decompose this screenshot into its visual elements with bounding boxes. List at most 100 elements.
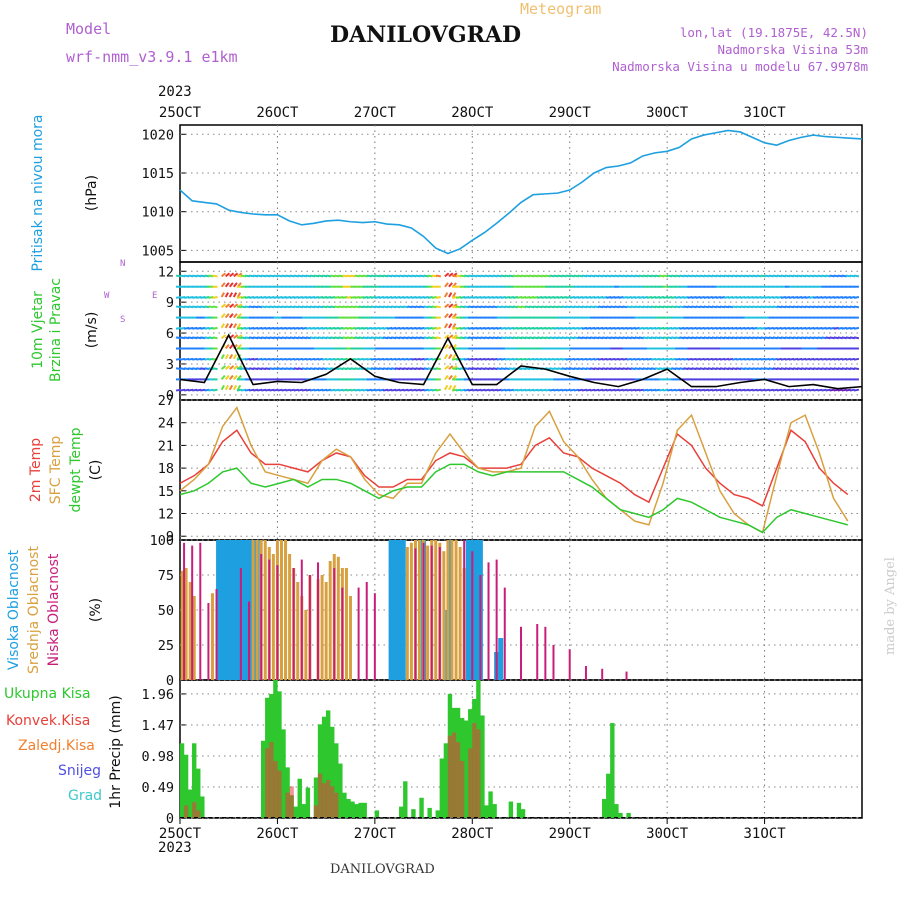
wind-speed-line	[179, 333, 863, 390]
precip-bar-0	[187, 789, 193, 818]
wind-arrow	[853, 296, 860, 299]
cloud-bar-2	[341, 587, 344, 680]
precip-bar-0	[399, 806, 404, 818]
precip-bar-0	[313, 777, 319, 818]
cloud-bar-1	[304, 610, 308, 680]
wind-arrow	[444, 303, 450, 309]
temp-line-1	[179, 406, 849, 534]
cloud-bar-0	[498, 638, 504, 680]
wind-axis-label-1: 10m Vjetar	[30, 291, 46, 369]
lonlat-label: lon,lat (19.1875E, 42.5N)	[679, 25, 868, 40]
year-bottom: 2023	[158, 840, 192, 856]
wind-arrow	[444, 374, 449, 381]
cloud-bar-2	[430, 545, 433, 680]
cloud-bar-2	[248, 601, 251, 680]
cloud-bar-2	[414, 548, 417, 680]
mid-cloud-label: Srednja Oblacnost	[26, 546, 42, 674]
precip-bar-0	[439, 758, 445, 818]
precip-bar-0	[508, 801, 514, 818]
y-tick-label: 6	[166, 326, 174, 342]
precip-bar-0	[297, 778, 302, 818]
precip-bar-0	[317, 724, 323, 818]
x-tick-label-bottom: 25OCT	[159, 826, 202, 842]
cloud-bar-1	[409, 542, 413, 680]
precip-bar-0	[443, 743, 449, 818]
cloud-bar-1	[288, 554, 292, 680]
cloud-bar-0	[234, 540, 240, 680]
cloud-bar-2	[479, 575, 482, 680]
wind-arrow	[232, 384, 238, 391]
precip-bar-0	[273, 680, 278, 818]
y-tick-label: 3	[166, 357, 174, 373]
wind-arrow	[212, 388, 218, 392]
year-top: 2023	[158, 84, 192, 100]
wind-arrow	[229, 303, 235, 309]
precip-axis-label: 1hr Precip (mm)	[108, 695, 124, 808]
precip-bar-0	[484, 805, 489, 818]
wind-arrow	[448, 292, 453, 298]
precip-bar-1	[334, 792, 339, 818]
cloud-bar-2	[365, 582, 368, 680]
wind-arrow	[435, 388, 441, 392]
wind-arrow	[224, 344, 230, 350]
cloud-bar-2	[536, 624, 539, 680]
wind-arrow	[228, 292, 234, 298]
cloud-bar-1	[434, 540, 438, 680]
cloud-bar-1	[279, 540, 283, 680]
precip-bar-1	[476, 729, 481, 818]
wind-arrow	[452, 353, 457, 360]
y-tick-label: 1015	[141, 166, 174, 182]
footer-station: DANILOVGRAD	[330, 862, 435, 877]
precip-bar-1	[313, 805, 319, 818]
x-tick-label-top: 26OCT	[256, 105, 299, 121]
precip-legend-item: Zaledj.Kisa	[18, 738, 95, 754]
wind-arrow	[220, 334, 227, 339]
x-tick-label-top: 27OCT	[354, 105, 397, 121]
x-tick-label-top: 31OCT	[743, 105, 786, 121]
low-cloud-label: Niska Oblacnost	[46, 553, 62, 666]
wind-arrow	[220, 313, 226, 319]
precip-bar-1	[269, 742, 274, 818]
y-tick-label: 0	[166, 673, 174, 689]
y-tick-label: 1020	[141, 127, 174, 143]
cloud-bar-1	[418, 540, 422, 680]
cloud-bar-0	[230, 540, 236, 680]
wind-arrow	[233, 303, 239, 309]
wind-axis-label-2: Brzina i Pravac	[48, 278, 64, 382]
wind-arrow	[233, 365, 239, 370]
precip-bar-0	[492, 804, 497, 818]
wind-arrow	[224, 292, 230, 298]
x-tick-label-bottom: 29OCT	[549, 826, 592, 842]
precip-legend-item: Grad	[68, 788, 102, 804]
wind-arrow	[448, 374, 453, 381]
cloud-bar-2	[239, 568, 242, 680]
wind-arrow	[435, 367, 441, 371]
wind-arrow	[448, 353, 453, 360]
wind-arrow	[233, 272, 239, 278]
x-tick-label-top: 28OCT	[451, 105, 494, 121]
cloud-bar-2	[520, 626, 522, 680]
wind-arrow	[444, 323, 449, 329]
cloud-bar-1	[458, 547, 462, 680]
cloud-bar-2	[207, 603, 210, 680]
cloud-bar-1	[284, 540, 288, 680]
cloud-bar-1	[405, 547, 409, 680]
precip-bar-0	[183, 754, 189, 818]
cloud-bar-1	[192, 596, 196, 680]
cloud-bar-1	[210, 593, 214, 680]
wind-arrow	[444, 272, 450, 278]
precip-bar-1	[451, 732, 457, 818]
y-tick-label: 100	[150, 533, 174, 549]
cloud-bar-2	[471, 551, 474, 680]
precip-bar-1	[317, 773, 323, 818]
precip-bar-0	[325, 710, 331, 818]
wind-arrow	[435, 336, 441, 340]
high-cloud-label: Visoka Oblacnost	[6, 549, 22, 670]
precip-bar-0	[330, 726, 335, 818]
precip-bar-0	[301, 804, 307, 818]
precip-bar-0	[321, 716, 327, 818]
precip-bar-1	[447, 735, 453, 818]
wind-arrow	[236, 323, 242, 329]
wind-arrow	[229, 365, 235, 370]
wind-dir-east: E	[152, 291, 157, 301]
